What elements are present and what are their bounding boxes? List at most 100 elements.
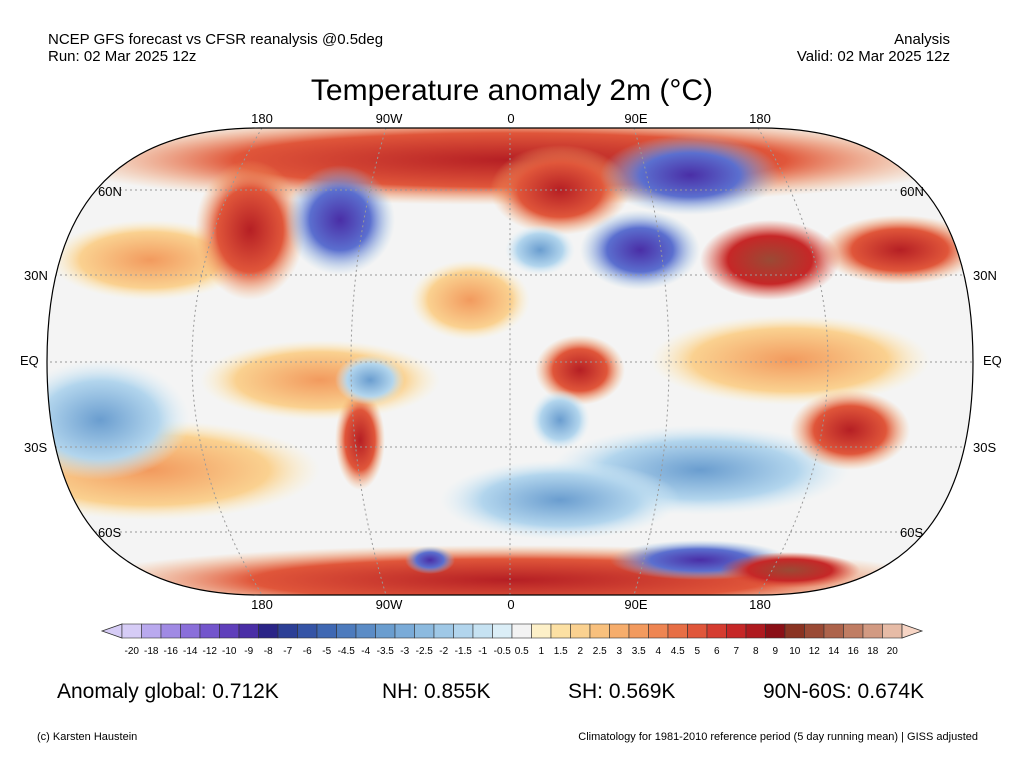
colorbar-swatch (589, 623, 610, 639)
colorbar-swatch (258, 623, 279, 639)
lon-label-top-0: 0 (507, 111, 515, 126)
colorbar-tick-label: -9 (244, 646, 254, 657)
southern-africa-cool (530, 390, 590, 450)
colorbar-tick-label: -12 (202, 646, 217, 657)
colorbar-swatch (160, 623, 181, 639)
colorbar-swatch (277, 623, 298, 639)
colorbar-swatch (765, 623, 786, 639)
colorbar-swatch (219, 623, 240, 639)
colorbar-swatch (511, 623, 532, 639)
south-pacific-cool (47, 360, 190, 480)
colorbar-swatch (843, 623, 864, 639)
colorbar-tick-label: -4 (361, 646, 371, 657)
lon-label-bottom-90w: 90W (375, 597, 403, 612)
colorbar-swatch (336, 623, 357, 639)
colorbar-swatch (121, 623, 142, 639)
colorbar-swatch (297, 623, 318, 639)
colorbar-tick-label: 8 (752, 646, 759, 657)
colorbar-swatch (531, 623, 552, 639)
colorbar-swatch (882, 623, 903, 639)
colorbar-swatch (355, 623, 376, 639)
colorbar-tick-label: -10 (222, 646, 237, 657)
run-time: Run: 02 Mar 2025 12z (48, 48, 197, 65)
colorbar-tick-label: -3 (400, 646, 410, 657)
valid-time: Valid: 02 Mar 2025 12z (796, 48, 950, 65)
map-title: Temperature anomaly 2m (°C) (310, 74, 714, 107)
colorbar-tick-label: 6 (713, 646, 720, 657)
colorbar-tick-label: -2.5 (415, 646, 433, 657)
graticule (47, 128, 973, 595)
south-atlantic-cool (440, 460, 680, 540)
maritime-warm (650, 315, 930, 405)
colorbar-tick-label: -14 (183, 646, 198, 657)
colorbar-tick-label: -6 (302, 646, 312, 657)
colorbar-swatch (570, 623, 591, 639)
colorbar-swatch (433, 623, 454, 639)
colorbar-tick-label: 3.5 (631, 646, 646, 657)
colorbar (100, 623, 924, 639)
colorbar-tick-label: 20 (886, 646, 898, 657)
colorbar-swatch (316, 623, 337, 639)
colorbar-tick-label: -7 (283, 646, 293, 657)
lat-label-left-30s: 30S (24, 440, 48, 455)
colorbar-swatch (687, 623, 708, 639)
lon-label-top-90e: 90E (624, 111, 648, 126)
colorbar-tick-label: 3 (616, 646, 623, 657)
meridian-line (757, 128, 829, 595)
meridian-line (633, 128, 670, 595)
colorbar-swatch (180, 623, 201, 639)
colorbar-swatch (238, 623, 259, 639)
colorbar-tick-label: -16 (163, 646, 178, 657)
colorbar-swatch (550, 623, 571, 639)
colorbar-swatch (199, 623, 220, 639)
colorbar-swatch (745, 623, 766, 639)
colorbar-tick-label: 7 (733, 646, 740, 657)
lon-label-bottom-90e: 90E (624, 597, 648, 612)
colorbar-tick-label: 16 (847, 646, 859, 657)
central-africa-hot (535, 335, 625, 405)
colorbar-tick-label: 12 (808, 646, 820, 657)
lon-label-bottom-180w: 180 (251, 597, 273, 612)
lat-label-right-30n: 30N (973, 268, 997, 283)
lon-label-top-180e: 180 (749, 111, 771, 126)
lat-label-left-60s: 60S (98, 525, 122, 540)
siberia-cold (600, 135, 780, 215)
colorbar-swatch (823, 623, 844, 639)
meridian-line (350, 128, 387, 595)
colorbar-swatch (628, 623, 649, 639)
lat-label-left-60n: 60N (98, 184, 122, 199)
lat-label-left-30n: 30N (24, 268, 48, 283)
lat-label-left-eq: EQ (20, 353, 39, 368)
colorbar-swatch (726, 623, 747, 639)
colorbar-swatch (375, 623, 396, 639)
lat-label-right-60s: 60S (900, 525, 924, 540)
anomaly-nh: NH: 0.855K (382, 680, 491, 703)
mediterranean-cool (505, 225, 575, 275)
anomaly-90n-60s: 90N-60S: 0.674K (763, 680, 925, 703)
amazon-cool (335, 355, 405, 405)
australia-hot (790, 390, 910, 470)
anomaly-global: Anomaly global: 0.712K (57, 680, 279, 703)
colorbar-swatch (141, 623, 162, 639)
colorbar-tick-label: 14 (828, 646, 840, 657)
analysis-label: Analysis (894, 31, 950, 48)
east-asia-hot (700, 220, 840, 300)
colorbar-tick-label: -20 (124, 646, 139, 657)
colorbar-tick-label: 2.5 (592, 646, 607, 657)
colorbar-tick-label: -4.5 (337, 646, 355, 657)
lon-label-bottom-0: 0 (507, 597, 515, 612)
south-america-hot (335, 390, 385, 490)
colorbar-swatch (784, 623, 805, 639)
colorbar-low-end (100, 623, 123, 639)
colorbar-swatch (453, 623, 474, 639)
model-description: NCEP GFS forecast vs CFSR reanalysis @0.… (48, 31, 384, 48)
anomaly-sh: SH: 0.569K (568, 680, 676, 703)
colorbar-swatch (414, 623, 435, 639)
colorbar-tick-label: -3.5 (376, 646, 394, 657)
colorbar-swatch (706, 623, 727, 639)
lat-label-right-eq: EQ (983, 353, 1002, 368)
western-north-america-hot (195, 160, 305, 300)
colorbar-tick-label: 18 (867, 646, 879, 657)
colorbar-tick-label: 4 (655, 646, 662, 657)
colorbar-tick-label: 1 (538, 646, 545, 657)
